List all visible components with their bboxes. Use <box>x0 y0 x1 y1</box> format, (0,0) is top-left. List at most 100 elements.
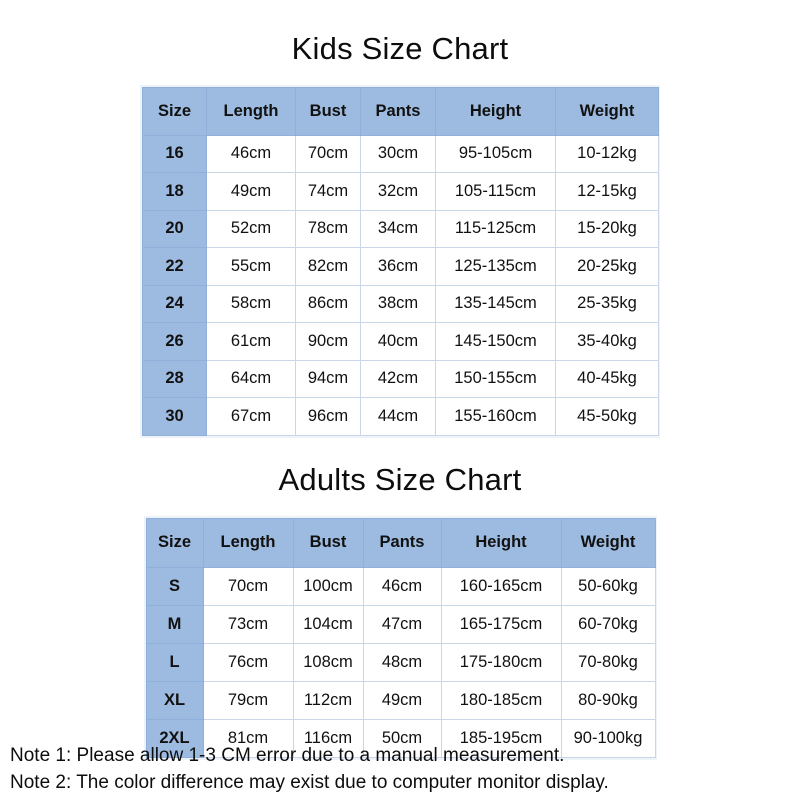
adults-col-header-bust: Bust <box>292 517 364 568</box>
kids-table-frame: Size Length Bust Pants Height Weight 16 4… <box>140 84 660 438</box>
table-cell: 12-15kg <box>555 172 659 211</box>
table-cell: 180-185cm <box>440 680 562 720</box>
table-cell: 155-160cm <box>435 397 556 436</box>
table-cell: 104cm <box>292 604 364 644</box>
note-line-2: Note 2: The color difference may exist d… <box>10 772 609 793</box>
adults-col-header-size: Size <box>145 517 204 568</box>
table-cell: 90cm <box>295 322 361 361</box>
kids-col-header-size: Size <box>142 86 207 136</box>
table-cell: 108cm <box>292 642 364 682</box>
adults-size-label: L <box>145 642 204 682</box>
table-row: L 76cm 108cm 48cm 175-180cm 70-80kg <box>145 642 656 682</box>
table-cell: 36cm <box>360 247 436 286</box>
table-row: 26 61cm 90cm 40cm 145-150cm 35-40kg <box>142 322 659 361</box>
table-cell: 165-175cm <box>440 604 562 644</box>
table-row: 30 67cm 96cm 44cm 155-160cm 45-50kg <box>142 397 659 436</box>
table-row: 20 52cm 78cm 34cm 115-125cm 15-20kg <box>142 209 659 249</box>
table-cell: 10-12kg <box>555 134 659 174</box>
note-line-1: Note 1: Please allow 1-3 CM error due to… <box>10 745 565 766</box>
table-cell: 49cm <box>206 172 296 211</box>
kids-table-body: 16 46cm 70cm 30cm 95-105cm 10-12kg 18 49cm 74cm 3… <box>142 134 659 436</box>
table-row: 18 49cm 74cm 32cm 105-115cm 12-15kg <box>142 172 659 211</box>
table-cell: 76cm <box>202 642 294 682</box>
table-row: 22 55cm 82cm 36cm 125-135cm 20-25kg <box>142 247 659 286</box>
adults-col-header-weight: Weight <box>560 517 656 568</box>
table-cell: 70-80kg <box>560 642 656 682</box>
table-cell: 70cm <box>202 566 294 606</box>
kids-size-label: 22 <box>142 247 207 286</box>
table-cell: 42cm <box>360 359 436 399</box>
table-cell: 79cm <box>202 680 294 720</box>
kids-size-label: 20 <box>142 209 207 249</box>
kids-col-header-height: Height <box>435 86 556 136</box>
table-row: 28 64cm 94cm 42cm 150-155cm 40-45kg <box>142 359 659 399</box>
kids-col-header-length: Length <box>206 86 296 136</box>
table-cell: 49cm <box>362 680 442 720</box>
table-cell: 15-20kg <box>555 209 659 249</box>
table-cell: 46cm <box>206 134 296 174</box>
adults-size-label: 2XL <box>145 718 204 758</box>
kids-size-label: 28 <box>142 359 207 399</box>
table-cell: 40-45kg <box>555 359 659 399</box>
table-cell: 150-155cm <box>435 359 556 399</box>
kids-size-label: 24 <box>142 284 207 324</box>
table-cell: 135-145cm <box>435 284 556 324</box>
adults-size-label: XL <box>145 680 204 720</box>
table-cell: 25-35kg <box>555 284 659 324</box>
table-cell: 67cm <box>206 397 296 436</box>
kids-col-header-pants: Pants <box>360 86 436 136</box>
table-row: XL 79cm 112cm 49cm 180-185cm 80-90kg <box>145 680 656 720</box>
kids-size-label: 30 <box>142 397 207 436</box>
table-cell: 94cm <box>295 359 361 399</box>
table-cell: 46cm <box>362 566 442 606</box>
table-cell: 175-180cm <box>440 642 562 682</box>
table-cell: 55cm <box>206 247 296 286</box>
table-cell: 96cm <box>295 397 361 436</box>
table-row: 16 46cm 70cm 30cm 95-105cm 10-12kg <box>142 134 659 174</box>
table-cell: 47cm <box>362 604 442 644</box>
adults-table-body: S 70cm 100cm 46cm 160-165cm 50-60kg M 73cm 104cm… <box>145 566 656 758</box>
table-cell: 145-150cm <box>435 322 556 361</box>
notes-section: Note 1: Please allow 1-3 CM error due to… <box>10 742 800 796</box>
kids-col-header-weight: Weight <box>555 86 659 136</box>
kids-size-label: 26 <box>142 322 207 361</box>
kids-chart-title: Kids Size Chart <box>291 30 509 66</box>
table-cell: 73cm <box>202 604 294 644</box>
kids-size-label: 18 <box>142 172 207 211</box>
table-cell: 40cm <box>360 322 436 361</box>
table-cell: 34cm <box>360 209 436 249</box>
kids-col-header-bust: Bust <box>295 86 361 136</box>
table-cell: 58cm <box>206 284 296 324</box>
table-cell: 45-50kg <box>555 397 659 436</box>
kids-header-row: Size Length Bust Pants Height Weight <box>142 86 659 136</box>
adults-col-header-pants: Pants <box>362 517 442 568</box>
adults-size-label: S <box>145 566 204 606</box>
table-cell: 70cm <box>295 134 361 174</box>
table-cell: 112cm <box>292 680 364 720</box>
table-cell: 125-135cm <box>435 247 556 286</box>
table-cell: 50-60kg <box>560 566 656 606</box>
table-cell: 60-70kg <box>560 604 656 644</box>
adults-size-table: Size Length Bust Pants Height Weight S 70… <box>145 517 656 758</box>
adults-size-chart-section: Adults Size Chart Size Length Bust Pants… <box>0 443 800 760</box>
table-cell: 48cm <box>362 642 442 682</box>
table-cell: 20-25kg <box>555 247 659 286</box>
adults-col-header-height: Height <box>440 517 562 568</box>
table-cell: 160-165cm <box>440 566 562 606</box>
table-cell: 64cm <box>206 359 296 399</box>
adults-col-header-length: Length <box>202 517 294 568</box>
table-cell: 82cm <box>295 247 361 286</box>
table-cell: 105-115cm <box>435 172 556 211</box>
table-cell: 78cm <box>295 209 361 249</box>
table-cell: 115-125cm <box>435 209 556 249</box>
table-cell: 61cm <box>206 322 296 361</box>
table-cell: 35-40kg <box>555 322 659 361</box>
table-cell: 44cm <box>360 397 436 436</box>
table-row: 24 58cm 86cm 38cm 135-145cm 25-35kg <box>142 284 659 324</box>
table-cell: 95-105cm <box>435 134 556 174</box>
adults-chart-title: Adults Size Chart <box>278 461 522 497</box>
kids-size-label: 16 <box>142 134 207 174</box>
table-cell: 52cm <box>206 209 296 249</box>
table-cell: 32cm <box>360 172 436 211</box>
